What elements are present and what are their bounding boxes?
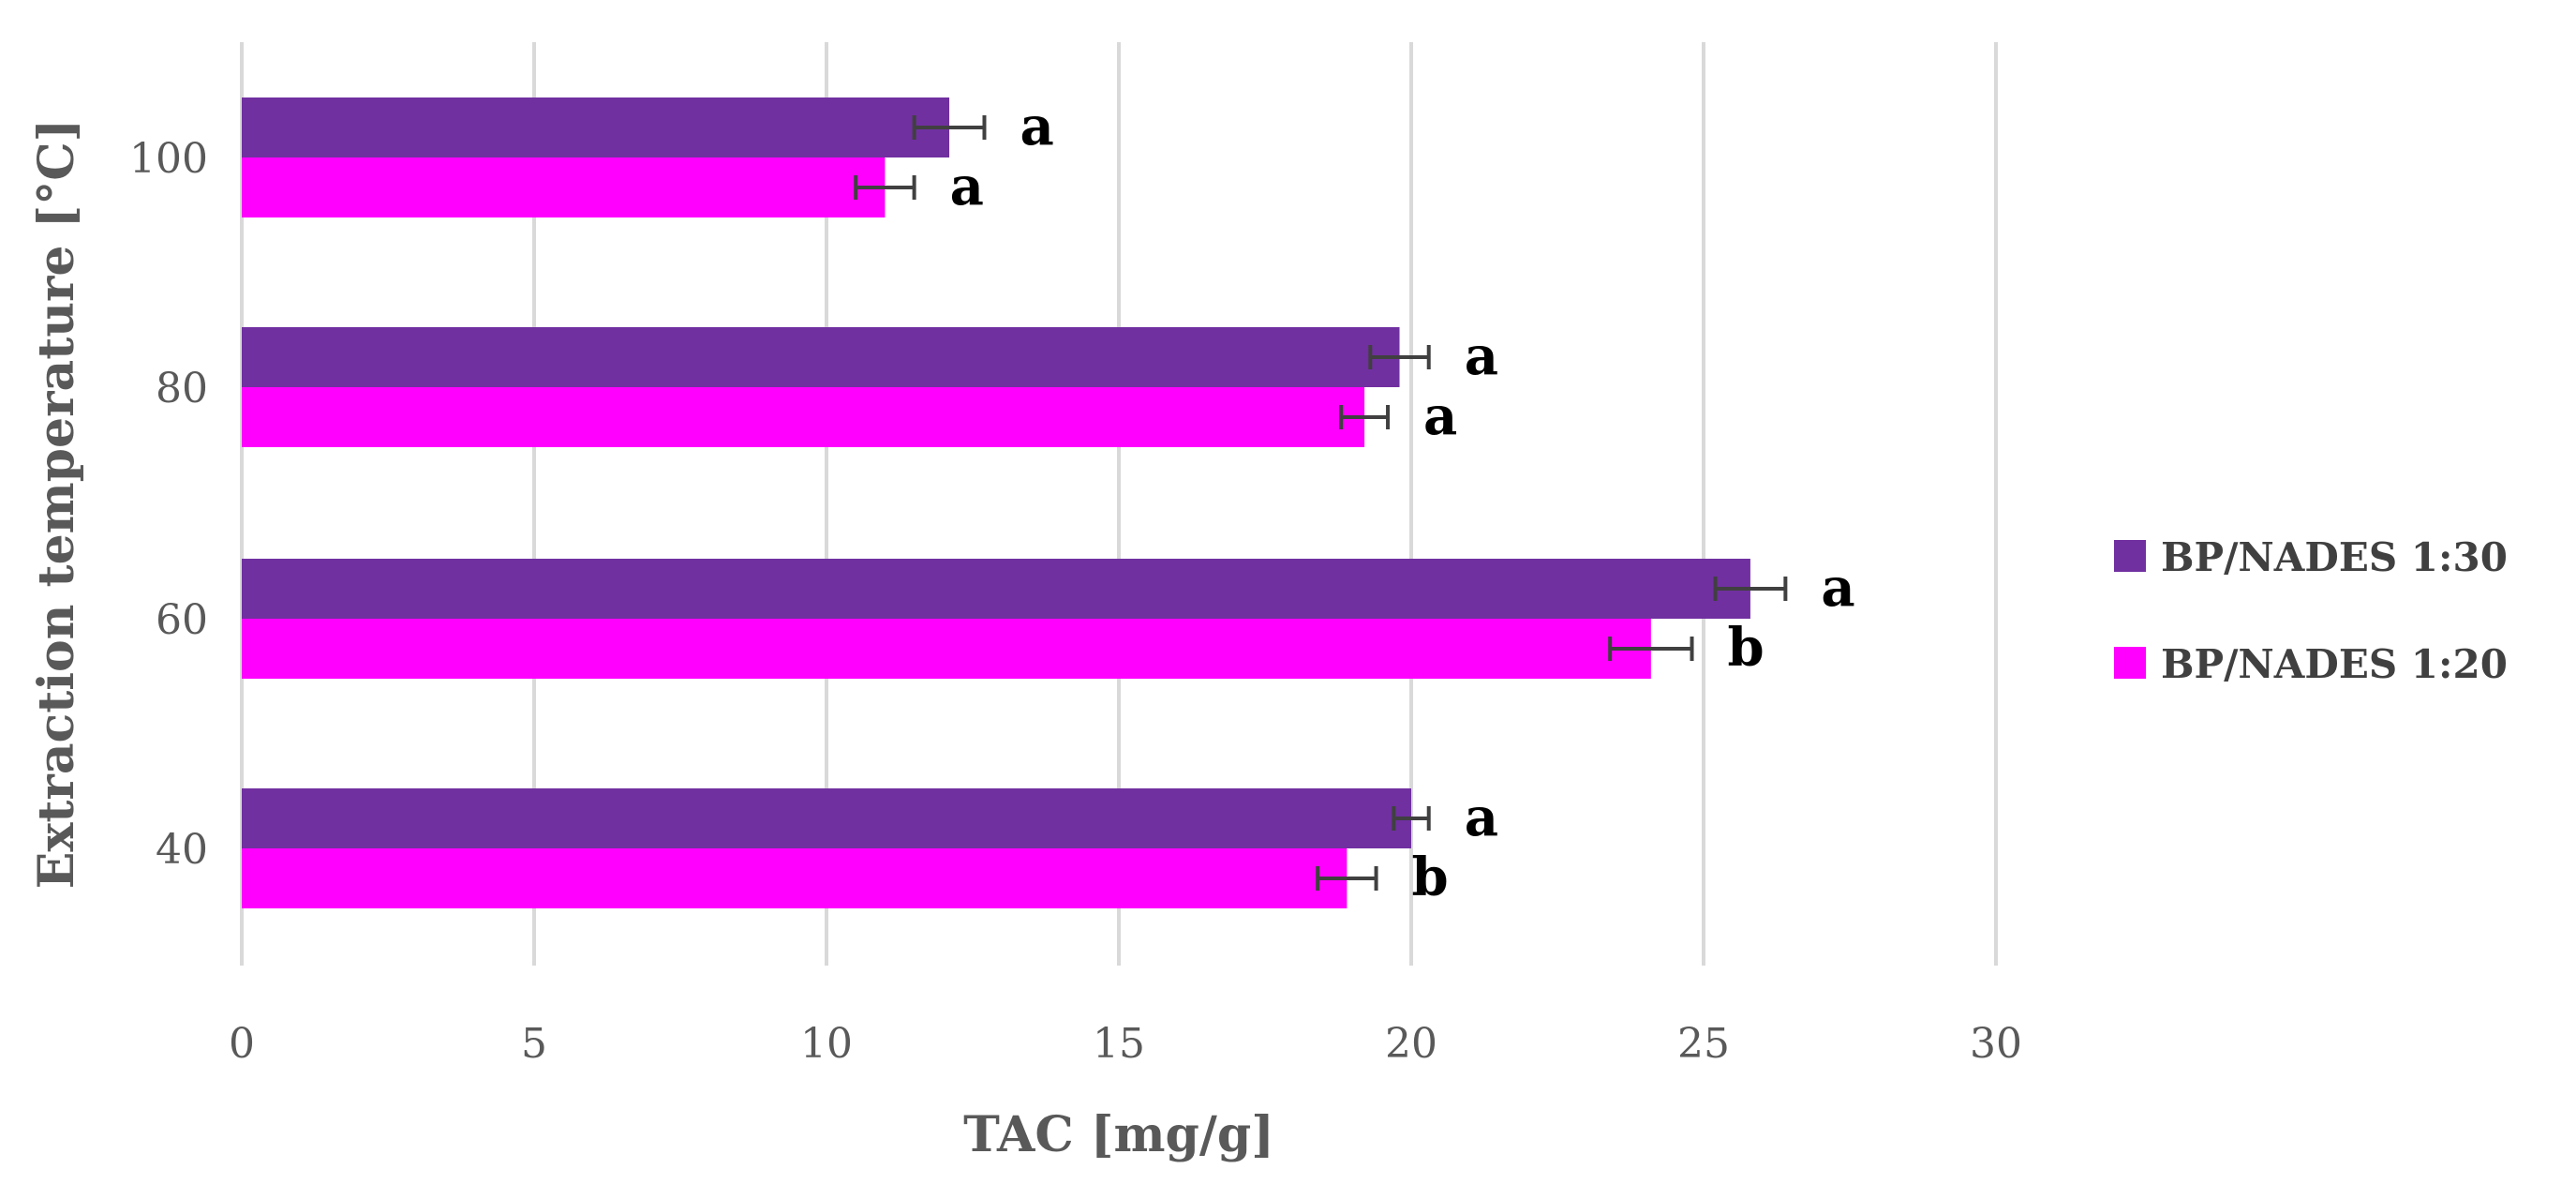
bar — [242, 559, 1750, 619]
bar — [242, 619, 1651, 679]
x-tick-label: 25 — [1677, 1020, 1730, 1068]
bar — [242, 788, 1411, 848]
legend-swatch — [2114, 647, 2146, 679]
significance-label: a — [1465, 787, 1498, 848]
significance-label: a — [1821, 557, 1854, 619]
significance-label: a — [1020, 96, 1053, 157]
bar — [242, 848, 1348, 908]
legend: BP/NADES 1:30 BP/NADES 1:20 — [2114, 534, 2508, 687]
x-tick-label: 5 — [521, 1020, 547, 1068]
bar — [242, 97, 950, 157]
significance-label: a — [1423, 385, 1457, 447]
significance-label: b — [1412, 847, 1449, 908]
significance-label: a — [950, 156, 984, 217]
y-tick-label: 60 — [156, 596, 208, 644]
significance-label: b — [1728, 617, 1764, 679]
x-tick-label: 20 — [1385, 1020, 1437, 1068]
y-axis-title: Extraction temperature [°C] — [28, 119, 85, 889]
significance-label: a — [1465, 325, 1498, 387]
legend-swatch — [2114, 540, 2146, 572]
legend-label: BP/NADES 1:20 — [2161, 641, 2508, 687]
bar — [242, 387, 1365, 447]
x-tick-label: 30 — [1970, 1020, 2022, 1068]
x-tick-label: 10 — [800, 1020, 853, 1068]
x-tick-label: 15 — [1093, 1020, 1145, 1068]
y-tick-label: 40 — [156, 826, 208, 874]
x-axis-title: TAC [mg/g] — [963, 1106, 1274, 1163]
y-tick-label: 80 — [156, 365, 208, 412]
tick-labels: 0 5 10 15 20 25 30 40 60 80 100 — [129, 135, 2022, 1068]
y-tick-label: 100 — [129, 135, 208, 183]
bar — [242, 157, 886, 217]
legend-label: BP/NADES 1:30 — [2161, 534, 2508, 580]
x-tick-label: 0 — [229, 1020, 255, 1068]
bar — [242, 327, 1400, 387]
